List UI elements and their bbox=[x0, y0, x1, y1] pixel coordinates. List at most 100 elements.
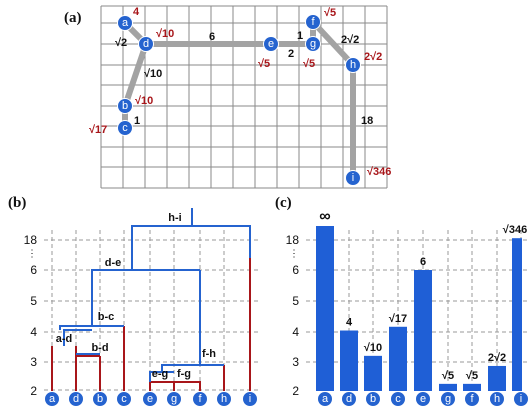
bar-value-g: √5 bbox=[442, 370, 454, 382]
bar-cat-e bbox=[415, 391, 431, 407]
bar-value-h: 2√2 bbox=[488, 352, 506, 364]
value-c: √17 bbox=[89, 124, 107, 136]
merge-label-f-g: f-g bbox=[177, 368, 191, 380]
bar-cat-h-label: h bbox=[494, 393, 500, 405]
node-g-label: g bbox=[310, 38, 316, 50]
node-b-label: b bbox=[122, 100, 128, 112]
merge-label-f-h: f-h bbox=[202, 348, 216, 360]
bar-cat-d bbox=[341, 391, 357, 407]
weight-h-i: 18 bbox=[361, 115, 373, 127]
panel-a-label: (a) bbox=[64, 10, 82, 26]
node-h-label: h bbox=[350, 59, 356, 71]
bar-value-d: 4 bbox=[346, 317, 353, 329]
value-f: √5 bbox=[324, 7, 336, 19]
merge-h-i bbox=[131, 208, 251, 270]
panel-c-label: (c) bbox=[275, 195, 292, 211]
weight-g-f: 1 bbox=[297, 30, 303, 42]
leaf-c bbox=[116, 391, 132, 407]
bar-value-i: √346 bbox=[503, 224, 527, 236]
bar-f bbox=[463, 383, 481, 391]
node-c-label: c bbox=[122, 122, 128, 134]
panel-b-label: (b) bbox=[8, 195, 26, 211]
value-g: √5 bbox=[303, 58, 315, 70]
leaf-g-label: g bbox=[171, 393, 177, 405]
leaf-i-label: i bbox=[249, 393, 251, 405]
node-i-label: i bbox=[352, 172, 354, 184]
bar-value-e: 6 bbox=[420, 256, 426, 268]
merge-b-d bbox=[63, 330, 100, 355]
leaf-branch-g bbox=[174, 381, 201, 391]
leaf-h bbox=[216, 391, 232, 407]
value-a: 4 bbox=[133, 6, 140, 18]
bar-value-f: √5 bbox=[466, 370, 478, 382]
dend-ytick-3: 3 bbox=[30, 355, 37, 369]
bar-ytick-5: 5 bbox=[292, 294, 299, 308]
merge-label-b-c: b-c bbox=[98, 311, 115, 323]
dendrogram-tree bbox=[59, 208, 251, 382]
bar-c bbox=[389, 326, 407, 391]
edge-f-h bbox=[310, 19, 356, 68]
edge-d-b bbox=[122, 41, 149, 109]
leaf-e bbox=[142, 391, 158, 407]
node-d bbox=[138, 36, 154, 52]
bar-cat-g-label: g bbox=[445, 393, 451, 405]
weight-d-b: √10 bbox=[144, 68, 162, 80]
merge-f-g bbox=[161, 364, 224, 372]
leaf-b-label: b bbox=[97, 393, 103, 405]
value-b: √10 bbox=[135, 95, 153, 107]
bar-cat-i bbox=[513, 391, 529, 407]
bar-ytick-break: ⋮ bbox=[289, 249, 299, 260]
dendrogram-leaf-branches bbox=[51, 258, 251, 391]
node-d-label: d bbox=[143, 38, 149, 50]
node-b bbox=[117, 98, 133, 114]
node-c bbox=[117, 120, 133, 136]
bar-cat-a-label: a bbox=[322, 393, 329, 405]
dend-ytick-6: 6 bbox=[30, 263, 37, 277]
node-e-label: e bbox=[268, 38, 274, 50]
merge-label-a-d: a-d bbox=[56, 333, 73, 345]
bar-cat-d-label: d bbox=[346, 393, 352, 405]
bar-g bbox=[439, 383, 457, 391]
leaf-branch-b bbox=[76, 355, 101, 391]
bar-cat-f-label: f bbox=[470, 393, 474, 405]
node-a-label: a bbox=[122, 17, 129, 29]
merge-label-b-d: b-d bbox=[91, 342, 108, 354]
node-i bbox=[345, 170, 361, 186]
bar-cat-c-label: c bbox=[395, 393, 401, 405]
merge-label-h-i: h-i bbox=[168, 212, 181, 224]
leaf-h-label: h bbox=[221, 393, 227, 405]
bar-cat-g bbox=[440, 391, 456, 407]
merge-label-e-g: e-g bbox=[152, 368, 169, 380]
bar-value-c: √17 bbox=[389, 313, 407, 325]
leaf-i bbox=[242, 391, 258, 407]
bar-cat-e-label: e bbox=[420, 393, 426, 405]
bar-ytick-18: 18 bbox=[286, 233, 300, 247]
value-i: √346 bbox=[367, 166, 391, 178]
bar-ytick-4: 4 bbox=[292, 325, 299, 339]
weight-e-g: 2 bbox=[288, 48, 294, 60]
bar-h bbox=[488, 365, 506, 391]
leaf-e-label: e bbox=[147, 393, 153, 405]
bar-a bbox=[316, 226, 334, 391]
leaf-f bbox=[192, 391, 208, 407]
leaf-g bbox=[166, 391, 182, 407]
dend-ytick-4: 4 bbox=[30, 325, 37, 339]
weight-a-d: √2 bbox=[115, 37, 127, 49]
graph-nodes: a d b c e g f h i bbox=[117, 14, 361, 186]
bar-d bbox=[340, 330, 358, 391]
bar-series bbox=[316, 226, 522, 391]
bar-cat-a bbox=[317, 391, 333, 407]
dend-ytick-break: ⋮ bbox=[27, 249, 37, 260]
bar-b bbox=[364, 355, 382, 391]
merge-b-c bbox=[59, 325, 124, 330]
node-g bbox=[305, 36, 321, 52]
dend-ytick-5: 5 bbox=[30, 294, 37, 308]
value-d: √10 bbox=[156, 28, 174, 40]
leaf-a bbox=[44, 391, 60, 407]
merge-label-d-e: d-e bbox=[105, 257, 122, 269]
node-f bbox=[305, 14, 321, 30]
bar-cat-c bbox=[390, 391, 406, 407]
bar-ytick-3: 3 bbox=[292, 355, 299, 369]
value-e: √5 bbox=[258, 58, 270, 70]
